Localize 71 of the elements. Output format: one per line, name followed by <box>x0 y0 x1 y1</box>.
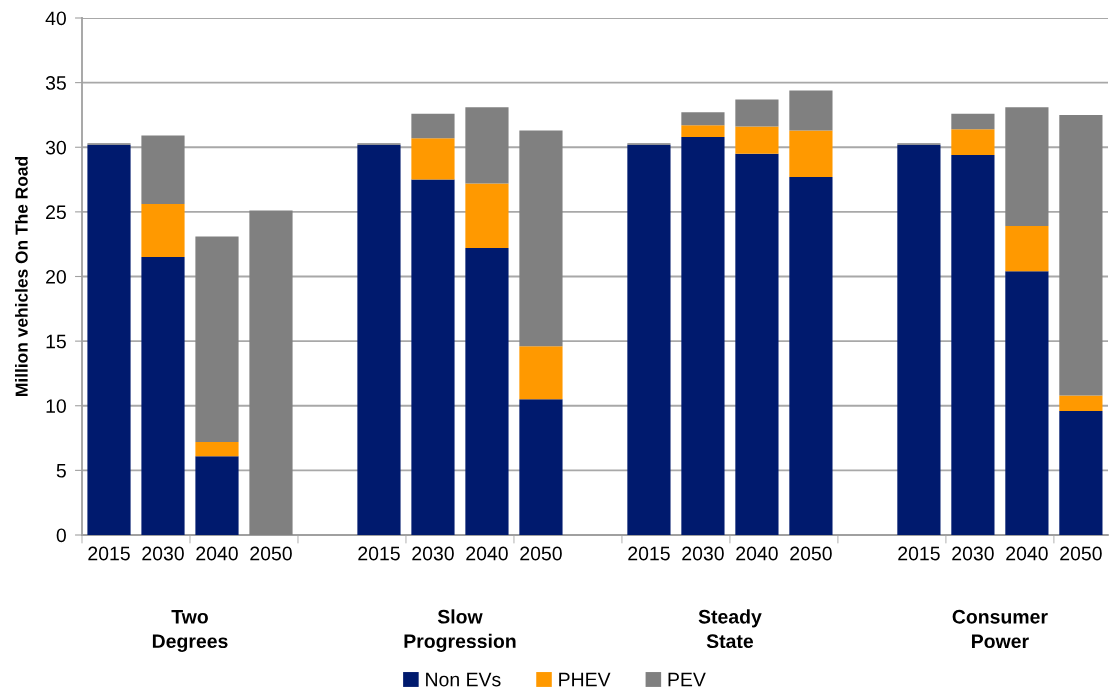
bar <box>627 144 671 535</box>
x-tick-label: 2050 <box>250 546 292 561</box>
bar <box>1005 226 1049 272</box>
y-tick-label: 20 <box>46 269 66 284</box>
x-tick-label: 2015 <box>898 546 940 561</box>
text: Two Degrees <box>152 610 228 652</box>
x-tick-label: 2015 <box>88 546 130 561</box>
bar <box>195 441 239 457</box>
bar <box>789 90 833 131</box>
bar <box>411 113 455 139</box>
bar <box>789 176 833 535</box>
x-tick-label: 2015 <box>628 546 670 561</box>
bar <box>681 136 725 535</box>
bar <box>465 248 509 535</box>
bar <box>519 399 563 535</box>
x-tick-label: 2040 <box>1006 546 1048 561</box>
x-tick-label: 2050 <box>790 546 832 561</box>
bar <box>249 210 293 535</box>
text: Steady State <box>698 609 762 649</box>
bar <box>195 236 239 442</box>
legend-label: PEV <box>668 672 706 687</box>
bar <box>1005 107 1049 227</box>
x-tick-label: 2015 <box>358 546 400 561</box>
x-tick-label: 2040 <box>196 546 238 561</box>
bar <box>735 126 779 154</box>
bar <box>735 99 779 127</box>
legend-label: PHEV <box>559 672 611 687</box>
bar <box>141 257 185 535</box>
y-axis-title: Million vehicles On The Road <box>15 157 28 396</box>
bar <box>681 112 725 126</box>
bar <box>141 204 185 258</box>
y-tick-label: 30 <box>45 140 66 155</box>
bar <box>1059 410 1103 535</box>
x-tick-label: 2050 <box>520 546 562 561</box>
bar <box>141 135 185 205</box>
y-tick-label: 15 <box>46 334 66 349</box>
bar <box>519 346 563 400</box>
x-tick-label: 2030 <box>412 546 454 561</box>
y-tick-label: 40 <box>45 11 66 26</box>
bar <box>1059 114 1103 396</box>
bar <box>465 183 509 249</box>
x-tick-label: 2040 <box>466 546 508 561</box>
x-tick-label: 2040 <box>736 546 778 561</box>
y-tick-label: 35 <box>45 76 66 90</box>
bar <box>1059 395 1103 411</box>
text: Consumer Power <box>952 609 1048 649</box>
y-tick-label: 10 <box>46 399 66 413</box>
bar <box>411 179 455 535</box>
bar <box>411 138 455 180</box>
bar <box>195 456 239 535</box>
x-tick-label: 2030 <box>142 546 184 561</box>
bar <box>951 129 995 156</box>
bar <box>951 155 995 535</box>
y-tick-label: 25 <box>46 205 66 220</box>
x-tick-label: 2030 <box>952 546 994 561</box>
legend-label: Non EVs <box>426 672 501 687</box>
bar <box>519 130 563 347</box>
bar <box>357 144 401 535</box>
y-tick-label: 5 <box>56 464 66 478</box>
bar <box>465 107 509 184</box>
bar <box>735 153 779 535</box>
bar <box>897 144 941 535</box>
bar <box>789 130 833 177</box>
bar <box>951 113 995 130</box>
bar <box>1005 271 1049 535</box>
x-tick-label: 2030 <box>682 546 724 561</box>
x-tick-label: 2050 <box>1060 546 1102 561</box>
y-tick-label: 0 <box>56 528 66 543</box>
bar <box>681 125 725 137</box>
text: Slow Progression <box>404 609 516 652</box>
bar <box>87 144 131 535</box>
